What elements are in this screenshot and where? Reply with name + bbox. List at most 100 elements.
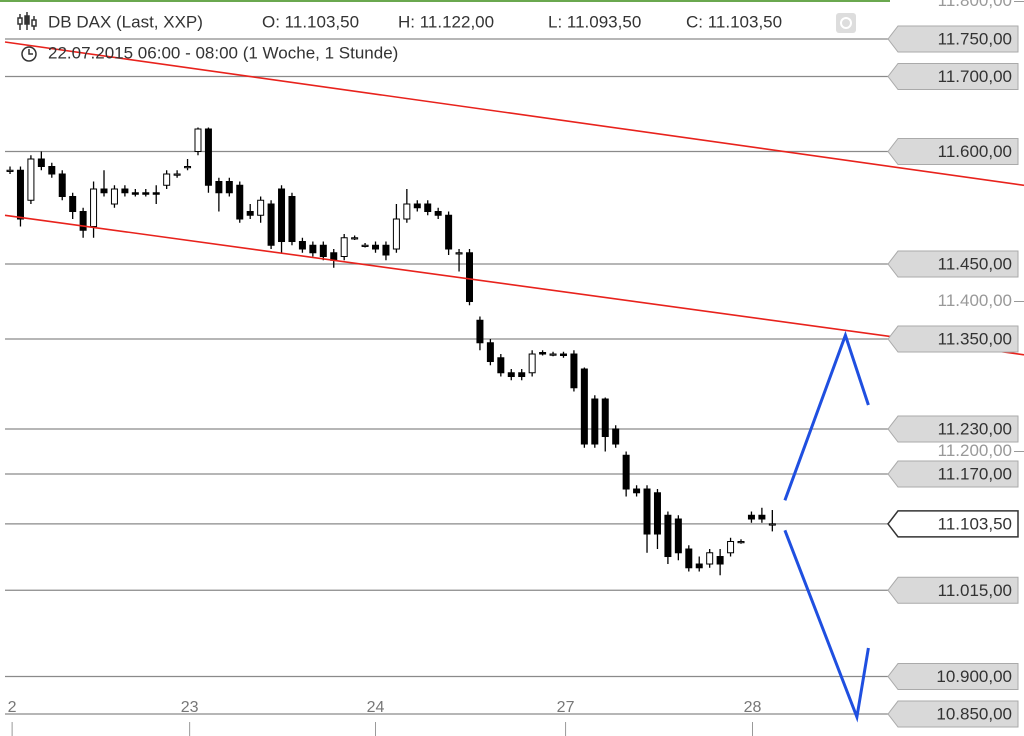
candle-body <box>298 241 306 250</box>
candle-body <box>727 541 735 554</box>
candle-body <box>288 196 296 243</box>
candle-body <box>424 203 432 213</box>
candle-body <box>706 552 714 565</box>
candle-body <box>90 188 98 228</box>
candle-body <box>685 548 693 569</box>
level-label: 11.750,00 <box>938 29 1012 48</box>
candle-body <box>392 218 400 250</box>
chart-title: DB DAX (Last, XXP) <box>48 12 203 31</box>
candle-body <box>16 169 24 220</box>
candle-body <box>194 128 202 153</box>
x-tick-label: 27 <box>557 699 575 716</box>
candle-body <box>330 252 338 261</box>
candle-body <box>37 158 45 168</box>
candle-body <box>695 563 703 569</box>
y-tick-label: 11.400,00 <box>938 291 1012 310</box>
level-label: 10.850,00 <box>936 705 1012 724</box>
candle-body <box>528 353 536 374</box>
candle-body <box>497 357 505 374</box>
level-label-box <box>887 25 1019 53</box>
ohlc-high: H: 11.122,00 <box>398 12 494 31</box>
level-label-box <box>887 460 1019 488</box>
candle-body <box>142 192 150 195</box>
level-label: 11.103,50 <box>938 514 1012 533</box>
candle-body <box>539 352 547 355</box>
candle-body <box>737 541 745 544</box>
level-label-box <box>887 138 1019 166</box>
candle-body <box>486 342 494 363</box>
candle-body <box>403 203 411 220</box>
candle-body <box>455 252 463 255</box>
candle-body <box>643 488 651 535</box>
candle-body <box>215 181 223 194</box>
level-label: 11.450,00 <box>938 254 1012 273</box>
trend-line <box>4 214 1024 356</box>
clock-icon <box>21 46 37 62</box>
candle-body <box>309 244 317 254</box>
candle-body <box>204 128 212 186</box>
candle-body <box>372 244 380 250</box>
trend-line <box>783 529 870 723</box>
candle-body <box>716 556 724 565</box>
candle-body <box>340 237 348 258</box>
candle-body <box>633 488 641 494</box>
candle-body <box>413 203 421 209</box>
level-label-box <box>887 700 1019 728</box>
y-tick-label: 11.200,00 <box>938 441 1012 460</box>
candle-body <box>184 166 192 169</box>
candle-body <box>747 514 755 520</box>
level-label: 11.350,00 <box>938 329 1012 348</box>
candle-body <box>278 188 286 243</box>
candle-body <box>674 518 682 554</box>
ohlc-open: O: 11.103,50 <box>262 12 359 31</box>
chart-subtitle: 22.07.2015 06:00 - 08:00 (1 Woche, 1 Stu… <box>48 43 398 62</box>
candle-body <box>6 169 14 172</box>
candle-body <box>507 372 515 378</box>
candle-body <box>152 192 160 195</box>
level-label-box <box>887 663 1019 691</box>
candle-body <box>173 173 181 176</box>
candle-body <box>580 368 588 445</box>
x-tick-label: 23 <box>181 699 199 716</box>
level-label-box <box>887 415 1019 443</box>
level-label-box <box>887 576 1019 604</box>
candle-body <box>518 372 526 378</box>
candle-body <box>131 192 139 195</box>
candle-body <box>664 514 672 558</box>
candle-body <box>27 158 35 201</box>
candle-body <box>100 188 108 194</box>
candle-body <box>236 184 244 220</box>
header: DB DAX (Last, XXP) O: 11.103,50 H: 11.12… <box>17 12 856 62</box>
level-label: 11.015,00 <box>938 581 1012 600</box>
candle-body <box>267 203 275 246</box>
y-tick-label: 11.800,00 <box>938 0 1012 10</box>
candle-body <box>445 214 453 250</box>
candle-body <box>48 166 56 175</box>
candle-body <box>768 523 776 526</box>
candle-body <box>110 188 118 205</box>
candle-body <box>465 252 473 303</box>
x-tick-label: 2 <box>8 699 17 716</box>
candle-body <box>79 211 87 231</box>
candle-body <box>653 492 661 535</box>
candle-body <box>69 196 77 213</box>
level-label-box <box>887 63 1019 91</box>
chart-icon <box>17 12 37 30</box>
candle-body <box>319 244 327 258</box>
settings-icon[interactable] <box>836 13 856 33</box>
level-label-box <box>887 510 1019 538</box>
candle-body <box>361 244 369 247</box>
trend-line <box>4 41 1024 187</box>
candle-body <box>612 428 620 445</box>
level-label-box <box>887 325 1019 353</box>
level-label: 11.700,00 <box>938 67 1012 86</box>
trend-line <box>783 330 870 501</box>
level-label: 11.230,00 <box>938 419 1012 438</box>
candle-body <box>351 237 359 240</box>
plot-area <box>4 38 1024 723</box>
candle-body <box>559 353 567 357</box>
candle-body <box>601 398 609 438</box>
candle-body <box>121 188 129 194</box>
candle-body <box>570 353 578 389</box>
